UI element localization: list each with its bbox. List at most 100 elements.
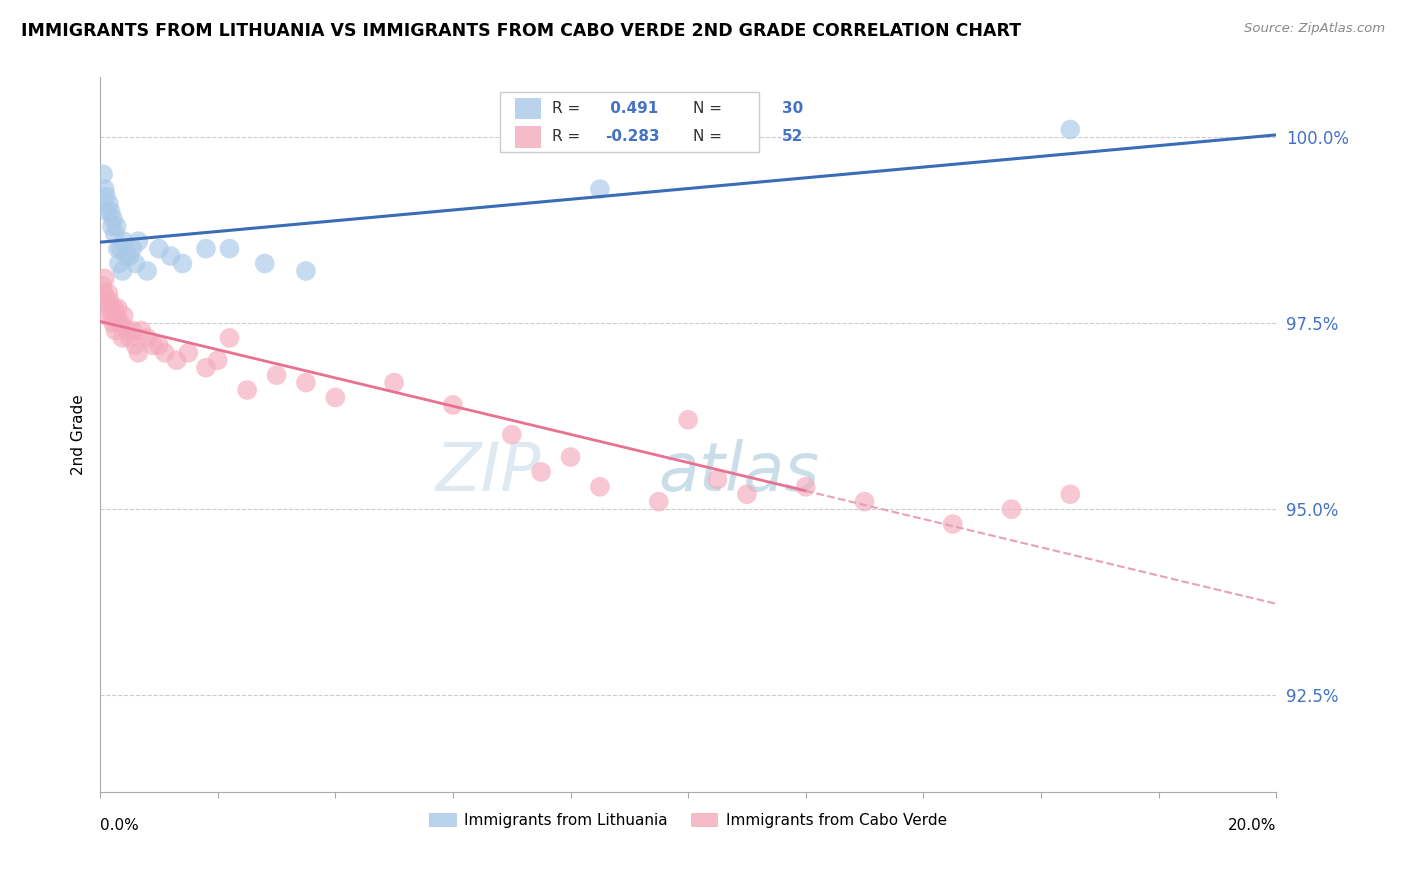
Point bbox=[94, 293, 117, 308]
Point bbox=[441, 398, 464, 412]
Point bbox=[124, 256, 146, 270]
Point bbox=[382, 376, 405, 390]
Point bbox=[177, 346, 200, 360]
Point bbox=[194, 242, 217, 256]
Point bbox=[253, 256, 276, 270]
FancyBboxPatch shape bbox=[515, 127, 540, 147]
Point bbox=[124, 338, 146, 352]
Point bbox=[100, 301, 122, 315]
Point bbox=[207, 353, 229, 368]
Text: 52: 52 bbox=[782, 129, 803, 145]
Text: 0.491: 0.491 bbox=[605, 101, 658, 116]
Point bbox=[501, 427, 523, 442]
Point bbox=[295, 376, 318, 390]
Point bbox=[115, 249, 138, 263]
Point bbox=[127, 346, 149, 360]
Point bbox=[107, 301, 129, 315]
Point bbox=[107, 242, 129, 256]
Text: R =: R = bbox=[553, 101, 581, 116]
Text: ZIP: ZIP bbox=[436, 439, 541, 505]
Point bbox=[1059, 122, 1081, 136]
Point bbox=[148, 338, 170, 352]
Point bbox=[110, 242, 132, 256]
Point bbox=[101, 309, 124, 323]
Point bbox=[530, 465, 553, 479]
Point bbox=[648, 494, 671, 508]
Point bbox=[93, 286, 115, 301]
Point bbox=[101, 211, 124, 226]
Point bbox=[735, 487, 758, 501]
Point bbox=[108, 256, 131, 270]
Point bbox=[111, 264, 134, 278]
Text: N =: N = bbox=[693, 129, 723, 145]
Point bbox=[111, 331, 134, 345]
Point bbox=[295, 264, 318, 278]
Point bbox=[96, 204, 118, 219]
Point bbox=[101, 219, 124, 234]
Text: -0.283: -0.283 bbox=[605, 129, 659, 145]
Point bbox=[118, 331, 141, 345]
Point bbox=[589, 182, 612, 196]
Text: 30: 30 bbox=[782, 101, 803, 116]
Point bbox=[323, 391, 346, 405]
Text: R =: R = bbox=[553, 129, 581, 145]
Point bbox=[560, 450, 582, 464]
Point bbox=[218, 331, 240, 345]
Point bbox=[115, 324, 138, 338]
Point bbox=[97, 286, 120, 301]
Point bbox=[676, 413, 699, 427]
Text: 0.0%: 0.0% bbox=[100, 818, 139, 833]
Point bbox=[166, 353, 188, 368]
Y-axis label: 2nd Grade: 2nd Grade bbox=[72, 394, 86, 475]
Text: IMMIGRANTS FROM LITHUANIA VS IMMIGRANTS FROM CABO VERDE 2ND GRADE CORRELATION CH: IMMIGRANTS FROM LITHUANIA VS IMMIGRANTS … bbox=[21, 22, 1021, 40]
Point bbox=[148, 242, 170, 256]
Point bbox=[110, 316, 132, 330]
Point bbox=[96, 309, 118, 323]
Point bbox=[108, 316, 131, 330]
Point bbox=[121, 242, 143, 256]
Point bbox=[266, 368, 288, 383]
Point bbox=[1000, 502, 1022, 516]
Point bbox=[121, 324, 143, 338]
FancyBboxPatch shape bbox=[515, 98, 540, 119]
Point bbox=[112, 309, 135, 323]
Point bbox=[194, 360, 217, 375]
Point bbox=[136, 331, 159, 345]
Point bbox=[127, 234, 149, 248]
Point bbox=[94, 182, 117, 196]
Point bbox=[236, 383, 259, 397]
Point bbox=[159, 249, 181, 263]
Point bbox=[104, 227, 127, 241]
Text: atlas: atlas bbox=[659, 439, 820, 505]
Point bbox=[853, 494, 876, 508]
FancyBboxPatch shape bbox=[501, 92, 759, 153]
Point bbox=[1059, 487, 1081, 501]
Point bbox=[91, 167, 114, 181]
Point bbox=[172, 256, 194, 270]
Point bbox=[94, 271, 117, 285]
Point bbox=[218, 242, 240, 256]
Text: N =: N = bbox=[693, 101, 723, 116]
Point bbox=[105, 309, 128, 323]
Point bbox=[105, 219, 128, 234]
Point bbox=[112, 234, 135, 248]
Point bbox=[706, 472, 728, 486]
Point bbox=[942, 516, 965, 531]
Point bbox=[91, 278, 114, 293]
Legend: Immigrants from Lithuania, Immigrants from Cabo Verde: Immigrants from Lithuania, Immigrants fr… bbox=[423, 806, 953, 834]
Point bbox=[794, 480, 817, 494]
Point bbox=[589, 480, 612, 494]
Text: 20.0%: 20.0% bbox=[1227, 818, 1277, 833]
Point bbox=[129, 324, 152, 338]
Point bbox=[118, 249, 141, 263]
Point bbox=[153, 346, 176, 360]
Point bbox=[101, 316, 124, 330]
Text: Source: ZipAtlas.com: Source: ZipAtlas.com bbox=[1244, 22, 1385, 36]
Point bbox=[104, 324, 127, 338]
Point bbox=[103, 301, 125, 315]
Point bbox=[142, 338, 165, 352]
Point bbox=[100, 204, 122, 219]
Point bbox=[94, 189, 117, 203]
Point bbox=[136, 264, 159, 278]
Point bbox=[98, 293, 121, 308]
